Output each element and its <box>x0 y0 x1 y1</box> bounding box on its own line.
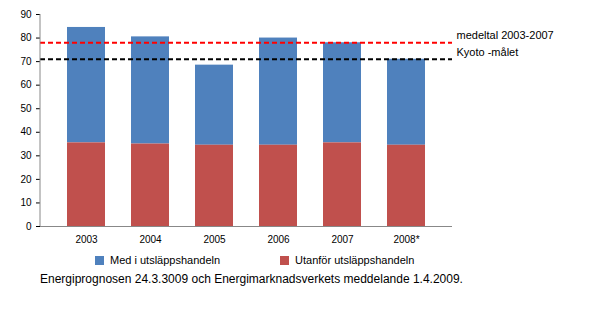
svg-text:40: 40 <box>20 126 32 137</box>
svg-text:0: 0 <box>26 221 32 232</box>
svg-text:10: 10 <box>20 197 32 208</box>
svg-text:2008*: 2008* <box>393 234 419 245</box>
svg-text:30: 30 <box>20 150 32 161</box>
html-text:Utanför utsläppshandeln: Utanför utsläppshandeln <box>295 254 415 266</box>
svg-text:2003: 2003 <box>75 234 98 245</box>
svg-text:medeltal 2003-2007: medeltal 2003-2007 <box>457 29 554 41</box>
svg-text:2006: 2006 <box>267 234 290 245</box>
svg-text:70: 70 <box>20 56 32 67</box>
html-text:Energiprognosen 24.3.3009 och: Energiprognosen 24.3.3009 och Energimark… <box>40 272 463 286</box>
svg-text:2007: 2007 <box>331 234 354 245</box>
html-text:Med i utsläppshandeln: Med i utsläppshandeln <box>110 254 221 266</box>
svg-text:2005: 2005 <box>203 234 226 245</box>
svg-text:60: 60 <box>20 79 32 90</box>
svg-text:2004: 2004 <box>139 234 162 245</box>
svg-text:50: 50 <box>20 103 32 114</box>
svg-text:90: 90 <box>20 9 32 20</box>
svg-text:20: 20 <box>20 174 32 185</box>
svg-text:80: 80 <box>20 32 32 43</box>
svg-text:Kyoto -målet: Kyoto -målet <box>457 46 519 58</box>
